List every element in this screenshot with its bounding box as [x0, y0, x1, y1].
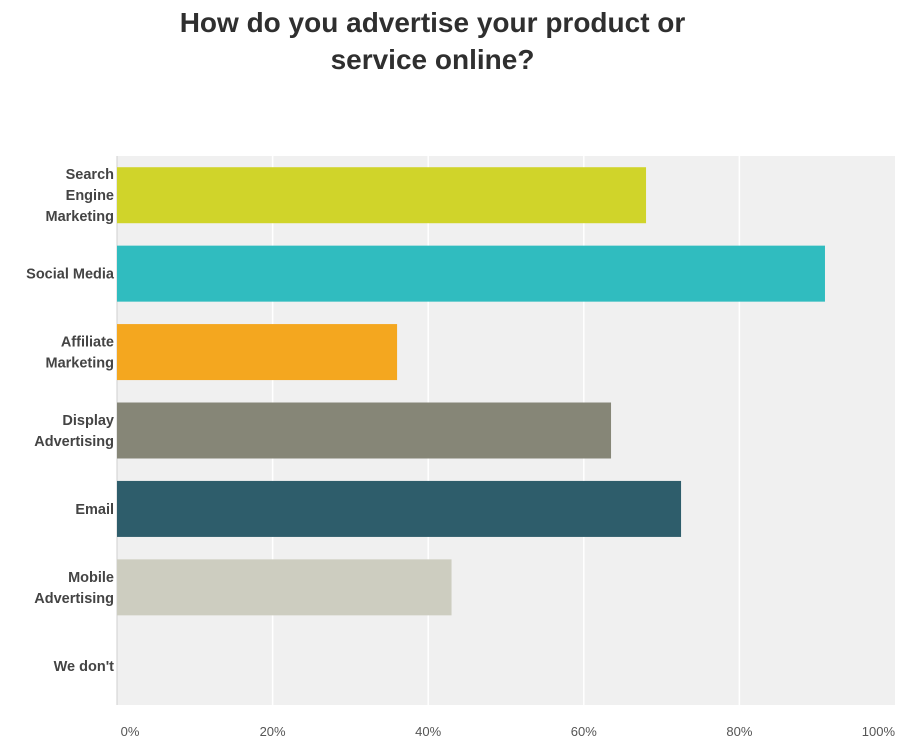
- bar-mobile-advertising: [117, 559, 452, 616]
- x-tick-label: 60%: [571, 724, 597, 739]
- category-label: Email: [75, 502, 114, 518]
- category-labels: Search Engine Marketing Social Media Affilia…: [26, 167, 115, 675]
- category-label: Display Advertising: [34, 413, 114, 450]
- x-tick-label: 0%: [121, 724, 140, 739]
- chart-title: How do you advertise your product or ser…: [179, 7, 686, 75]
- bar-social-media: [117, 245, 825, 302]
- bar-search-engine-marketing: [117, 167, 647, 224]
- category-label: We don't: [54, 659, 115, 675]
- bar-email: [117, 480, 682, 537]
- x-tick-label: 40%: [415, 724, 441, 739]
- bars: [117, 167, 825, 616]
- x-tick-label: 20%: [260, 724, 286, 739]
- x-tick-label: 80%: [726, 724, 752, 739]
- bar-affiliate-marketing: [117, 324, 398, 381]
- category-label: Search Engine Marketing: [46, 167, 115, 225]
- category-label: Affiliate Marketing: [46, 335, 115, 372]
- category-label: Mobile Advertising: [34, 570, 114, 607]
- bar-display-advertising: [117, 402, 612, 459]
- x-tick-labels: 0% 20% 40% 60% 80% 100%: [121, 724, 896, 739]
- x-tick-label: 100%: [862, 724, 896, 739]
- category-label: Social Media: [26, 267, 115, 283]
